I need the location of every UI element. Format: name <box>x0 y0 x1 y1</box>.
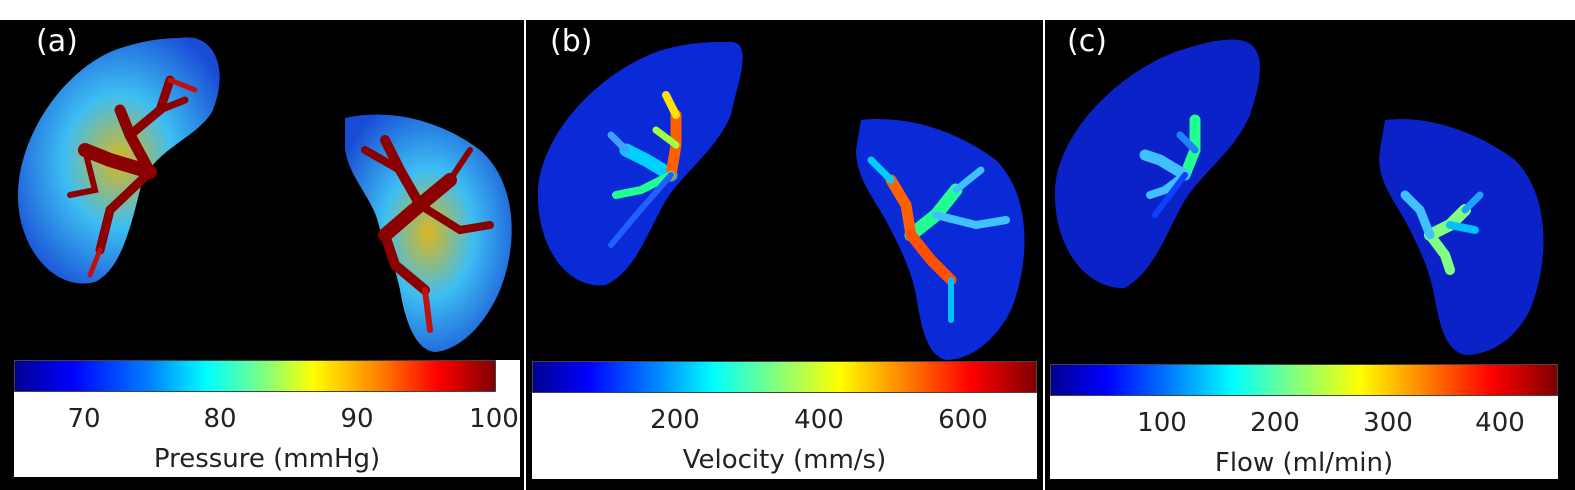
panel-c: (c) 100 200 300 400 Flow (ml/min) <box>1045 20 1575 490</box>
panel-b-label: (b) <box>550 24 593 59</box>
colorbar-tick: 100 <box>469 404 519 434</box>
colorbar-tick: 90 <box>340 404 374 434</box>
colorbar-tick: 70 <box>67 404 101 434</box>
flow-colorbar-label: Flow (ml/min) <box>1214 448 1394 478</box>
right-kidney-vessels <box>1400 190 1484 275</box>
velocity-colorbar: 200 400 600 Velocity (mm/s) <box>532 361 1037 479</box>
pressure-colorbar-label: Pressure (mmHg) <box>153 444 381 474</box>
colorbar-tick: 80 <box>203 404 237 434</box>
pressure-colorbar-gradient <box>14 360 496 392</box>
flow-colorbar-gradient <box>1050 364 1558 396</box>
velocity-colorbar-gradient <box>532 361 1037 393</box>
left-kidney-vessels <box>607 91 682 248</box>
colorbar-tick: 100 <box>1137 408 1187 438</box>
right-kidney-vessels <box>867 156 1010 323</box>
colorbar-tick: 200 <box>1250 408 1300 438</box>
panel-c-label: (c) <box>1067 24 1107 59</box>
left-kidney-vessels <box>67 75 198 278</box>
panel-b: (b) 200 400 600 Velocity (mm/s) <box>526 20 1043 490</box>
colorbar-tick: 400 <box>794 405 844 435</box>
colorbar-tick: 400 <box>1475 408 1525 438</box>
colorbar-tick: 600 <box>938 405 988 435</box>
colorbar-tick: 200 <box>650 405 700 435</box>
panel-a-label: (a) <box>36 24 78 59</box>
panel-a: (a) 70 80 90 100 Pressure (mmHg) <box>0 20 524 490</box>
pressure-colorbar: 70 80 90 100 Pressure (mmHg) <box>14 360 520 477</box>
left-kidney-vessels <box>1139 114 1201 218</box>
right-kidney-tissue <box>345 114 512 352</box>
right-kidney-tissue <box>856 119 1025 360</box>
right-kidney-vessels <box>361 135 494 333</box>
flow-colorbar: 100 200 300 400 Flow (ml/min) <box>1050 364 1558 479</box>
pressure-kidney-images <box>17 37 512 352</box>
right-kidney-tissue <box>1379 119 1544 356</box>
flow-kidney-images <box>1054 39 1544 356</box>
velocity-colorbar-label: Velocity (mm/s) <box>682 445 887 475</box>
colorbar-tick: 300 <box>1363 408 1413 438</box>
velocity-kidney-images <box>537 41 1025 360</box>
